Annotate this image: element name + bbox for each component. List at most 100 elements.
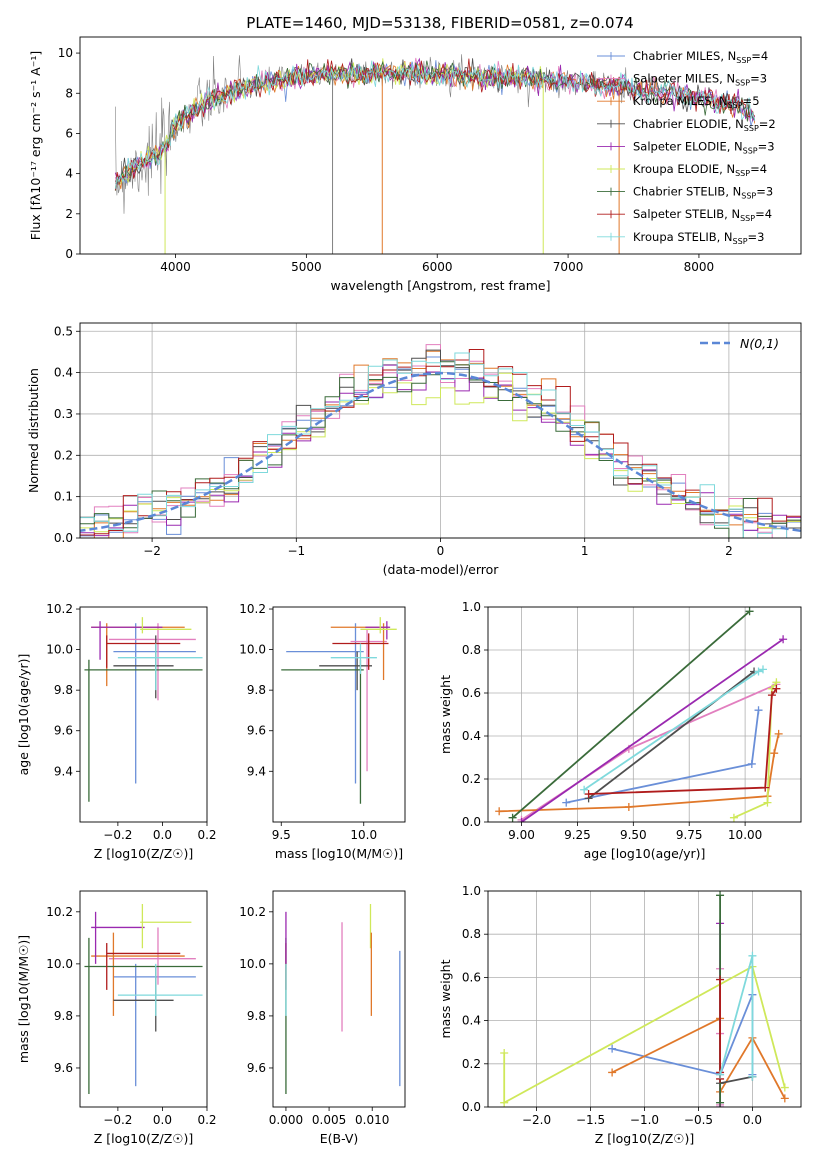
weight-marker: [508, 813, 517, 822]
y-tick-label: 10.0: [46, 957, 73, 971]
weight-marker: [754, 667, 763, 676]
legend-nssp-eq: =: [743, 94, 753, 108]
legend-series-name: Kroupa MILES: [633, 94, 712, 108]
weight-marker: [780, 1083, 789, 1092]
x-axis-label: Z [log10(Z/Z☉)]: [94, 846, 194, 861]
model-spectrum-7: [114, 58, 756, 191]
mass-vs-metallicity-panel: −0.2 0.0 0.2 9.6 9.8 10.0 10.2 Z [log10(Z/Z☉)] m…: [16, 890, 217, 1146]
x-axis-label: (data-model)/error: [383, 562, 500, 577]
legend-series-name: Chabrier STELIB: [633, 185, 725, 199]
x-tick-label: −2: [143, 544, 161, 558]
y-tick-label: 0.5: [54, 324, 73, 338]
y-tick-label: 9.6: [247, 724, 266, 738]
weight-marker: [767, 691, 776, 700]
errorbar-8: [117, 963, 203, 1016]
y-tick-label: 6: [65, 126, 73, 140]
y-tick-label: 0.4: [462, 729, 481, 743]
x-tick-label: −0.2: [103, 1113, 132, 1127]
weight-line-2: [499, 733, 780, 813]
y-tick-label: 0.8: [462, 643, 481, 657]
figure-title: PLATE=1460, MJD=53138, FIBERID=0581, z=0…: [246, 14, 633, 32]
legend-nssp-subscript: SSP: [743, 146, 758, 155]
legend-nssp-eq: =: [750, 162, 760, 176]
x-tick-label: 0.2: [197, 828, 216, 842]
legend-nssp-eq: =: [758, 139, 768, 153]
weight-marker: [763, 798, 772, 807]
x-tick-label: 0.005: [312, 1113, 346, 1127]
legend-nssp-eq: =: [756, 185, 766, 199]
plot-area: [285, 904, 401, 1094]
legend-nssp-prefix: , N: [725, 185, 741, 199]
errorbar-5: [360, 617, 397, 634]
x-tick-label: 9.25: [564, 828, 591, 842]
normal-reference-curve: [80, 371, 801, 533]
legend-nssp-subscript: SSP: [740, 214, 755, 223]
weight-line-6: [512, 610, 751, 819]
x-tick-label: 0.000: [269, 1113, 303, 1127]
legend-label-3: Chabrier ELODIE, NSSP=2: [633, 117, 776, 133]
errorbar-2: [91, 623, 185, 687]
legend-label-4: Salpeter ELODIE, NSSP=3: [633, 139, 775, 155]
y-tick-label: 10.2: [239, 905, 266, 919]
y-tick-label: 10.0: [46, 643, 73, 657]
plot-area: [84, 904, 203, 1094]
errorbar-7: [106, 635, 181, 668]
x-axis-label: age [log10(age/yr)]: [584, 846, 706, 861]
legend-series-name: Kroupa ELODIE: [633, 162, 719, 176]
y-tick-label: 9.6: [247, 1061, 266, 1075]
axes-frame: [272, 890, 406, 1108]
weight-marker: [495, 807, 504, 816]
errorbar-0: [113, 963, 196, 1087]
errorbar-7: [106, 943, 181, 990]
y-tick-label: 9.6: [54, 1061, 73, 1075]
x-tick-label: −0.2: [103, 828, 132, 842]
weight-marker: [748, 951, 757, 960]
axes-frame: [487, 606, 802, 823]
legend-series-name: Chabrier ELODIE: [633, 117, 728, 131]
legend-nssp-eq: =: [759, 117, 769, 131]
y-axis-label: age [log10(age/yr)]: [16, 654, 31, 776]
axes-frame: [79, 322, 802, 539]
histogram-8: [80, 352, 801, 538]
legend-nssp-prefix: , N: [719, 72, 735, 86]
weight-vs-metallicity-panel: −2.0 −1.5 −1.0 −0.5 0.0 0.0 0.2 0.4 0.6 0.8 1.0 Z […: [438, 884, 802, 1146]
age-vs-metallicity-panel: −0.2 0.0 0.2 9.4 9.6 9.8 10.0 10.2 Z [log10(Z/Z☉…: [16, 602, 217, 861]
x-tick-label: 0.010: [355, 1113, 389, 1127]
plot-area: [500, 891, 789, 1107]
y-tick-label: 10.0: [239, 957, 266, 971]
legend-nssp-eq: =: [755, 207, 765, 221]
legend-nssp-subscript: SSP: [735, 169, 750, 178]
x-tick-label: −1.5: [576, 1113, 605, 1127]
legend-nssp-value: 3: [760, 72, 767, 86]
y-tick-label: 10.2: [46, 602, 73, 616]
errorbar-1: [108, 623, 196, 701]
legend-series-name: Salpeter MILES: [633, 72, 719, 86]
legend-nssp-subscript: SSP: [741, 192, 756, 201]
x-tick-label: 6000: [422, 260, 453, 274]
x-tick-label: 0.0: [153, 828, 172, 842]
weight-marker: [761, 783, 770, 792]
legend-nssp-prefix: , N: [728, 117, 744, 131]
weight-marker: [774, 729, 783, 738]
y-tick-label: 0.2: [54, 448, 73, 462]
y-tick-label: 2: [65, 207, 73, 221]
legend-nssp-prefix: , N: [727, 139, 743, 153]
y-axis-label: Flux [fλ10⁻¹⁷ erg cm⁻² s⁻¹ A⁻¹]: [28, 51, 43, 240]
axes-frame: [79, 36, 802, 255]
x-tick-label: 8000: [684, 260, 715, 274]
weight-marker: [758, 665, 767, 674]
weight-marker: [580, 785, 589, 794]
x-tick-label: 7000: [553, 260, 584, 274]
legend-nssp-subscript: SSP: [733, 237, 748, 246]
residuals-panel: −2 −1 0 1 2 0.0 0.1 0.2 0.3 0.4 0.5 (data-model)/er…: [26, 322, 802, 577]
legend-label-5: Kroupa ELODIE, NSSP=4: [633, 162, 767, 178]
weight-marker: [517, 818, 526, 822]
x-tick-label: 0.0: [743, 1113, 762, 1127]
legend-nssp-eq: =: [750, 72, 760, 86]
errorbar-5: [140, 904, 192, 949]
x-axis-label: mass [log10(M/M☉)]: [275, 846, 403, 861]
legend-label-1: Salpeter MILES, NSSP=3: [633, 72, 767, 88]
legend-nssp-value: 4: [761, 49, 768, 63]
x-axis-label: Z [log10(Z/Z☉)]: [595, 1131, 695, 1146]
